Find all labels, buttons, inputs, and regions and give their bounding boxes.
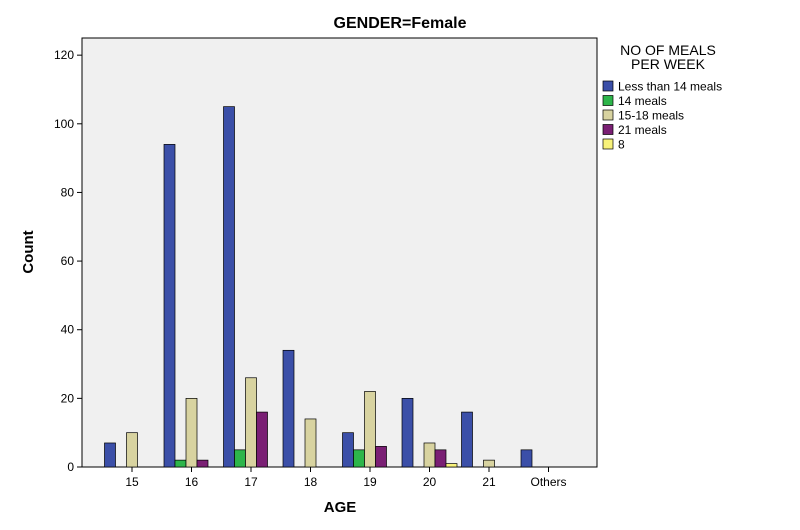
bar-21-meals-19 (375, 446, 387, 468)
y-axis-title: Count (20, 230, 37, 273)
y-tick-label: 60 (61, 254, 75, 268)
legend: NO OF MEALS PER WEEK Less than 14 meals1… (602, 42, 722, 152)
legend-swatch (602, 80, 614, 92)
bar-15-18-meals-20 (423, 442, 436, 468)
legend-title-line-2: PER WEEK (631, 56, 706, 72)
legend-label: 14 meals (618, 94, 667, 108)
bar-less-than-14-meals-others (520, 449, 533, 468)
bar-less-than-14-meals-17 (223, 106, 235, 468)
bar-less-than-14-meals-21 (461, 411, 473, 468)
x-tick-label: 15 (125, 475, 139, 489)
bar-less-than-14-meals-20 (401, 398, 414, 468)
plot-area (81, 37, 598, 468)
bar-15-18-meals-21 (483, 459, 495, 468)
y-axis: 0 20 40 60 80 100 120 (54, 48, 82, 474)
bar-less-than-14-meals-16 (163, 144, 176, 468)
y-tick-label: 40 (61, 323, 75, 337)
x-tick-label: 17 (244, 475, 258, 489)
bar-21-meals-17 (256, 411, 268, 468)
x-axis: 15 16 17 18 19 20 21 Others (125, 467, 567, 489)
y-tick-label: 20 (61, 391, 75, 405)
legend-label: 8 (618, 138, 625, 152)
legend-swatch (602, 109, 614, 121)
y-tick-label: 120 (54, 48, 74, 62)
x-tick-label: 16 (185, 475, 199, 489)
x-tick-label: Others (530, 475, 566, 489)
bar-21-meals-20 (434, 449, 447, 468)
bar-14-meals-16 (174, 459, 187, 468)
bar-14-meals-17 (234, 449, 246, 468)
legend-swatch (602, 124, 614, 135)
bar-less-than-14-meals-19 (342, 432, 354, 468)
bar-15-18-meals-18 (304, 418, 317, 468)
bar-15-18-meals-19 (364, 391, 376, 468)
bar-15-18-meals-16 (185, 398, 198, 468)
chart-title: GENDER=Female (334, 15, 467, 32)
legend-swatch (602, 138, 614, 150)
x-tick-label: 18 (304, 475, 318, 489)
y-tick-label: 80 (61, 185, 75, 199)
bar-less-than-14-meals-15 (104, 442, 116, 468)
bar-21-meals-16 (196, 459, 209, 468)
bar-less-than-14-meals-18 (282, 349, 295, 468)
legend-label: Less than 14 meals (618, 80, 722, 94)
x-tick-label: 19 (363, 475, 377, 489)
bars-group (104, 106, 533, 468)
y-tick-label: 0 (67, 460, 74, 474)
bar-14-meals-19 (353, 449, 365, 468)
y-tick-label: 100 (54, 117, 74, 131)
bar-15-18-meals-17 (245, 377, 257, 468)
bar-8-20 (445, 463, 458, 468)
legend-label: 15-18 meals (618, 109, 684, 123)
x-tick-label: 21 (482, 475, 496, 489)
legend-swatch (602, 95, 614, 106)
bar-15-18-meals-15 (126, 432, 138, 468)
legend-label: 21 meals (618, 123, 667, 137)
x-tick-label: 20 (423, 475, 437, 489)
legend-title-line-1: NO OF MEALS (620, 42, 716, 58)
x-axis-title: AGE (324, 499, 357, 516)
